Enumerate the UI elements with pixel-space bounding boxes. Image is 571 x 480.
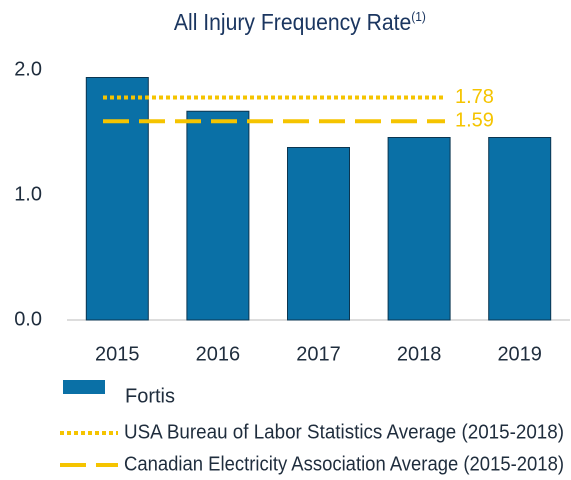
- y-tick-label: 2.0: [14, 58, 42, 80]
- chart-title: All Injury Frequency Rate(1): [174, 9, 426, 35]
- bar: [488, 137, 552, 321]
- y-tick-label: 0.0: [14, 308, 42, 330]
- legend-label: USA Bureau of Labor Statistics Average (…: [124, 421, 564, 443]
- reference-value-label: 1.78: [455, 86, 494, 108]
- reference-value-label: 1.59: [455, 110, 494, 132]
- x-tick-label: 2019: [497, 343, 542, 365]
- bar: [387, 137, 451, 321]
- bar: [186, 110, 250, 321]
- x-tick-label: 2016: [196, 343, 241, 365]
- legend-label: Fortis: [125, 385, 175, 407]
- title-text: All Injury Frequency Rate: [174, 9, 411, 35]
- bar: [85, 77, 149, 321]
- legend-swatch: [63, 380, 105, 394]
- title-note: (1): [411, 10, 426, 25]
- x-tick-label: 2017: [296, 343, 341, 365]
- x-tick-label: 2015: [95, 343, 140, 365]
- legend-label: Canadian Electricity Association Average…: [124, 453, 564, 475]
- y-tick-label: 1.0: [14, 183, 42, 205]
- x-tick-label: 2018: [397, 343, 442, 365]
- bar: [287, 147, 350, 321]
